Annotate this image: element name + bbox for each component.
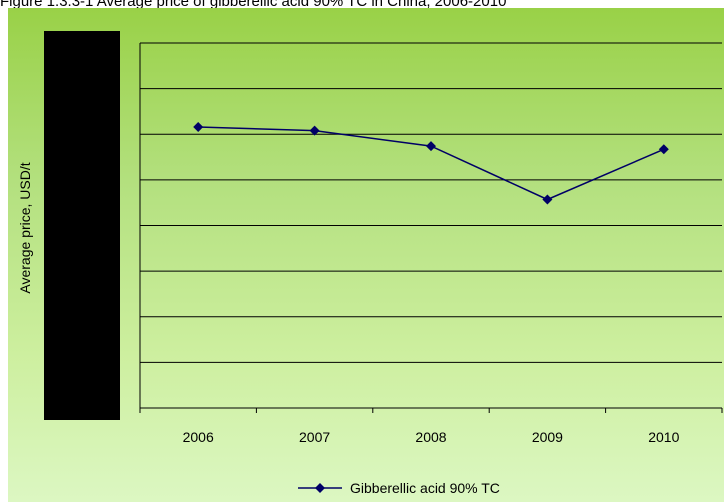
x-tick-labels: 2006 2007 2008 2009 2010: [183, 429, 680, 445]
data-point-marker: [426, 141, 436, 152]
gridlines: [140, 42, 722, 363]
figure-title-cut-off: Figure 1.3.3-1 Average price of gibberel…: [0, 0, 507, 10]
x-tick-label: 2010: [648, 429, 679, 445]
data-point-marker: [542, 194, 553, 205]
legend-marker: [315, 483, 325, 493]
chart-background: [8, 8, 724, 502]
series-line: [198, 126, 665, 201]
axes: [139, 43, 723, 413]
legend-label: Gibberellic acid 90% TC: [350, 480, 500, 496]
series-layer: [193, 121, 669, 205]
x-tick-label: 2008: [415, 429, 446, 445]
x-tick-label: 2007: [299, 429, 330, 445]
x-tick-label: 2009: [532, 429, 563, 445]
legend: Gibberellic acid 90% TC: [298, 480, 500, 496]
x-tick-label: 2006: [183, 429, 214, 445]
redacted-y-axis-block: [44, 31, 120, 420]
y-axis-label: Average price, USD/t: [17, 162, 33, 294]
data-point-marker: [658, 144, 669, 155]
data-point-marker: [309, 125, 320, 136]
data-point-marker: [193, 121, 204, 132]
